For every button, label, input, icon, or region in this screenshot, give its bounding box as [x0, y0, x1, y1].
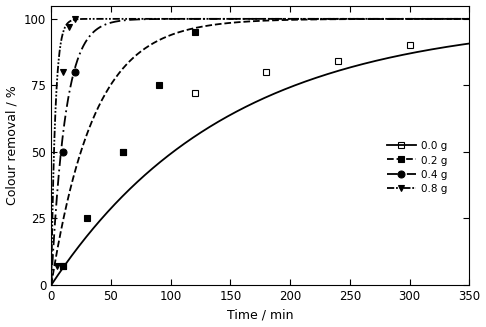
- Legend: 0.0 g, 0.2 g, 0.4 g, 0.8 g: 0.0 g, 0.2 g, 0.4 g, 0.8 g: [382, 137, 451, 198]
- Y-axis label: Colour removal / %: Colour removal / %: [5, 85, 18, 205]
- X-axis label: Time / min: Time / min: [227, 308, 294, 321]
